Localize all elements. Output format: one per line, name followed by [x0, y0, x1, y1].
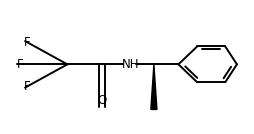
- Text: F: F: [17, 58, 24, 71]
- Text: O: O: [98, 94, 107, 107]
- Text: F: F: [24, 80, 31, 93]
- Polygon shape: [151, 64, 157, 109]
- Text: F: F: [24, 36, 31, 49]
- Text: NH: NH: [122, 58, 139, 71]
